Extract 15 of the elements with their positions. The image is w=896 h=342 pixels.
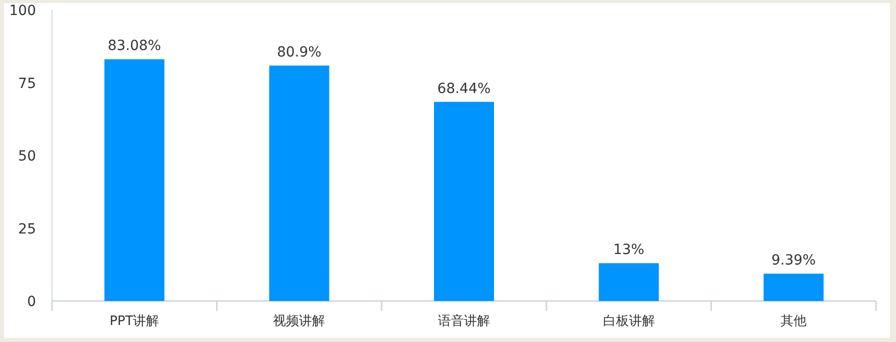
x-tick-label: 白板讲解 (602, 314, 655, 329)
y-tick-label: 50 (18, 148, 36, 164)
data-label: 80.9% (276, 44, 322, 61)
y-tick-label: 100 (9, 3, 36, 19)
x-tick-label: 视频讲解 (273, 314, 326, 329)
x-tick-label: 语音讲解 (438, 314, 490, 329)
y-tick-label: 25 (18, 221, 36, 238)
data-label: 68.44% (437, 80, 491, 97)
y-tick-label: 75 (18, 76, 36, 92)
x-tick-label: PPT讲解 (110, 314, 160, 329)
data-label: 13% (613, 242, 644, 258)
x-tick-label: 其他 (780, 314, 807, 329)
data-label: 83.08% (108, 38, 162, 54)
y-tick-label: 0 (27, 294, 36, 310)
data-label: 9.39% (771, 252, 816, 269)
